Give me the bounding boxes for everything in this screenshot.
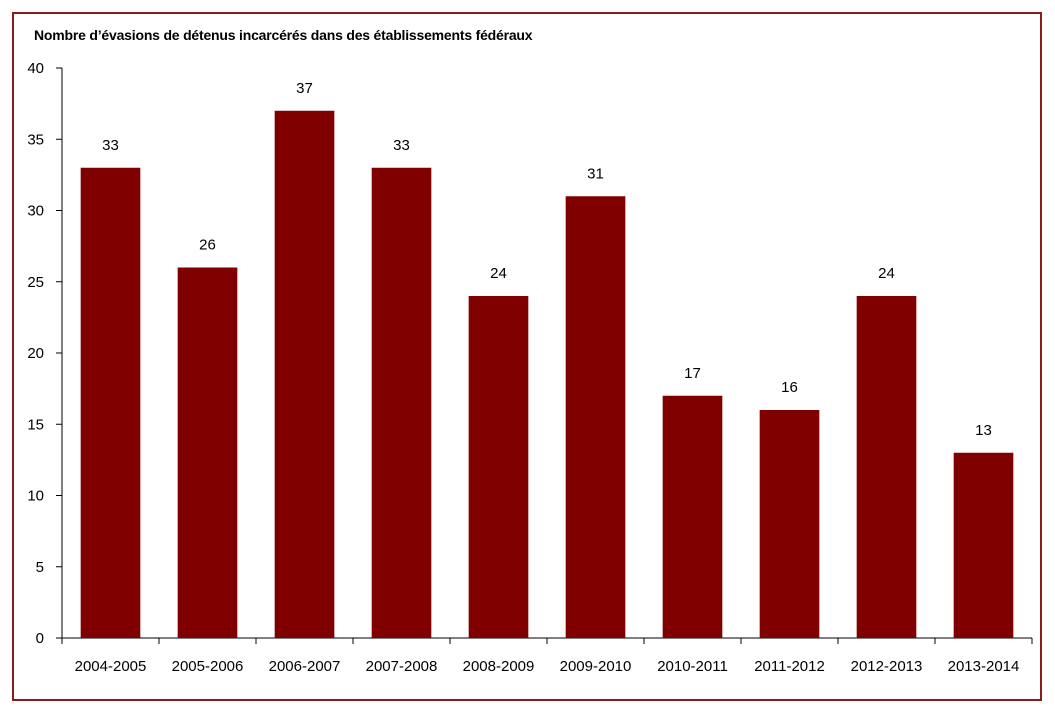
x-tick-labels: 2004-2005 2005-2006 2006-2007 2007-2008 2008…: [75, 658, 1020, 675]
data-label: 24: [878, 265, 895, 282]
x-tick-label: 2008-2009: [463, 658, 535, 675]
bar: [468, 296, 529, 638]
bar: [371, 167, 432, 638]
bar: [953, 452, 1014, 638]
x-tick-label: 2005-2006: [172, 658, 244, 675]
data-labels: 33 26 37 33 24 31 17 16 24 13: [102, 80, 992, 439]
data-label: 37: [296, 80, 313, 97]
x-tick-label: 2011-2012: [754, 658, 825, 675]
bar: [177, 267, 238, 638]
data-label: 17: [684, 365, 701, 382]
x-tick-label: 2012-2013: [851, 658, 923, 675]
data-label: 33: [393, 137, 410, 154]
y-tick-label: 30: [27, 203, 44, 220]
chart-frame: [12, 12, 1042, 701]
data-label: 13: [975, 422, 992, 439]
x-tick-label: 2007-2008: [366, 658, 438, 675]
y-tick-label: 15: [27, 416, 44, 433]
data-label: 16: [781, 379, 798, 396]
x-tick-label: 2010-2011: [657, 658, 728, 675]
x-tick-label: 2004-2005: [75, 658, 147, 675]
y-tick-labels: 0 5 10 15 20 25 30 35 40: [27, 60, 44, 647]
x-tick-label: 2013-2014: [948, 658, 1020, 675]
bar: [759, 410, 820, 638]
bar: [80, 167, 141, 638]
x-tick-label: 2006-2007: [269, 658, 341, 675]
chart-title: Nombre d’évasions de détenus incarcérés …: [34, 27, 533, 43]
data-label: 31: [587, 165, 604, 182]
y-tick-label: 20: [27, 345, 44, 362]
bar: [274, 110, 335, 638]
bar: [565, 196, 626, 638]
bars: [80, 110, 1014, 638]
y-tick-label: 5: [36, 559, 44, 576]
bar: [856, 296, 917, 638]
y-tick-label: 35: [27, 131, 44, 148]
y-tick-label: 25: [27, 274, 44, 291]
data-label: 24: [490, 265, 507, 282]
y-tick-label: 0: [36, 630, 44, 647]
bar: [662, 395, 723, 638]
data-label: 26: [199, 237, 216, 254]
y-tick-label: 40: [27, 60, 44, 77]
y-tick-label: 10: [27, 488, 44, 505]
data-label: 33: [102, 137, 119, 154]
x-tick-label: 2009-2010: [560, 658, 632, 675]
